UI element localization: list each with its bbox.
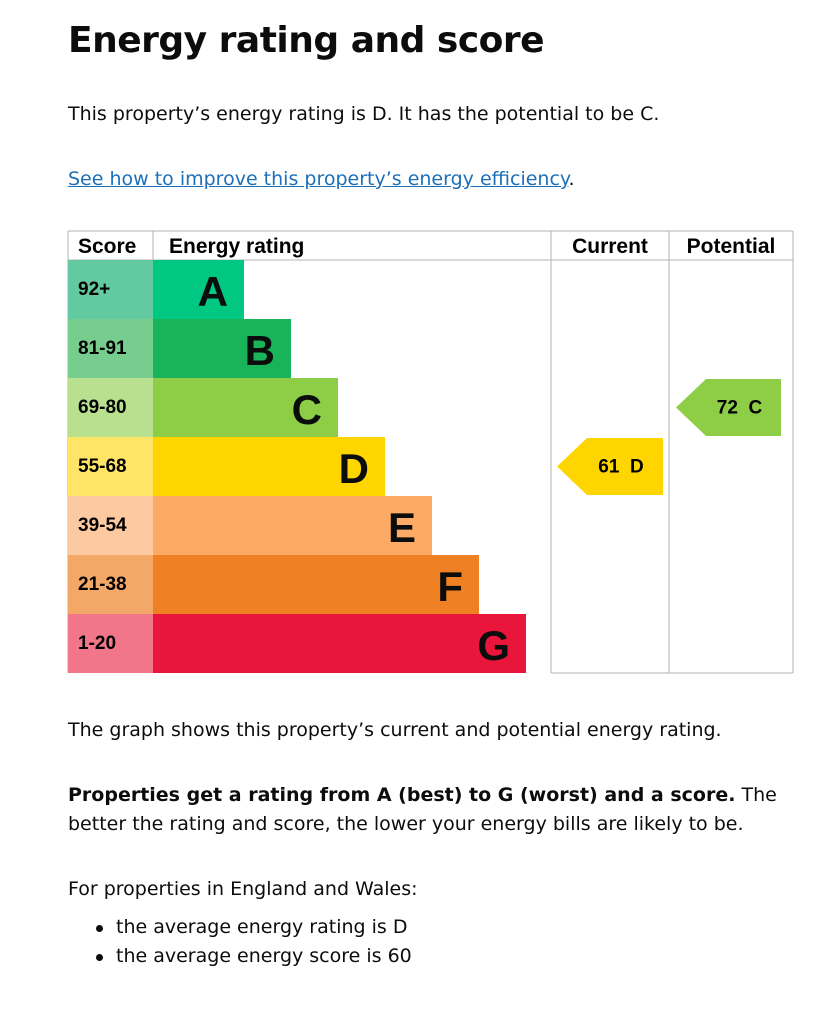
rating-bar — [153, 496, 432, 555]
rating-gap — [738, 397, 749, 418]
band-letter: D — [339, 445, 369, 492]
intro: This property’s energy rating is D. It h… — [68, 103, 660, 125]
band-letter: B — [245, 327, 275, 374]
rating-bar — [153, 614, 526, 673]
rating-bar — [153, 378, 338, 437]
rating-score: 61 — [598, 456, 620, 477]
rating-bar — [153, 319, 291, 378]
column-header: Current — [572, 235, 648, 258]
bullet: the average energy score is 60 — [96, 942, 825, 971]
band-score: 39-54 — [78, 515, 127, 536]
improve-link[interactable]: See how to improve this property’s energ… — [68, 168, 569, 190]
column-header: Potential — [687, 235, 776, 258]
averages-list: the average energy rating is D the avera… — [68, 913, 825, 971]
score-cell — [68, 319, 153, 378]
band-letter: A — [198, 268, 228, 315]
rating-gap — [619, 456, 630, 477]
rating-score: 72 — [717, 397, 738, 418]
column-header: Energy rating — [169, 235, 304, 258]
rating-label: 72 C — [717, 397, 763, 418]
band-letter: C — [292, 386, 322, 433]
rating-table: Score Energy rating Current Potential 92+ A 81… — [67, 230, 794, 674]
explanation: Properties get a rating from A (best) to… — [68, 781, 798, 839]
score-cell — [68, 496, 153, 555]
explanation-bold: Properties get a rating from A (best) to… — [68, 784, 736, 806]
bullet: the average energy rating is D — [96, 913, 825, 942]
rating-bar — [153, 260, 244, 319]
score-cell — [68, 437, 153, 496]
score-cell — [68, 260, 153, 319]
band-score: 21-38 — [78, 574, 127, 595]
score-cell — [68, 378, 153, 437]
link-line: See how to improve this property’s energ… — [68, 165, 798, 194]
band-letter: E — [388, 504, 416, 551]
band-score: 69-80 — [78, 397, 127, 418]
current-rating: 61 D — [557, 438, 663, 495]
rating-bar — [153, 437, 385, 496]
rating-arrow — [557, 438, 663, 495]
link-suffix: . — [568, 168, 575, 190]
band-score: 55-68 — [78, 456, 127, 477]
column-header: Score — [78, 235, 136, 258]
band-score: 81-91 — [78, 338, 127, 359]
rating-label: 61 D — [598, 456, 643, 477]
rating-letter: C — [748, 397, 762, 418]
rating-bar — [153, 555, 479, 614]
graph-note: The graph shows this property’s current … — [68, 719, 722, 741]
band-letter: G — [477, 622, 510, 669]
rating-arrow — [676, 379, 781, 436]
band-score: 1-20 — [78, 633, 116, 654]
heading: Energy rating and score — [68, 20, 545, 61]
band-letter: F — [437, 563, 463, 610]
averages-intro: For properties in England and Wales: — [68, 878, 418, 900]
score-cell — [68, 614, 153, 673]
potential-rating: 72 C — [676, 379, 781, 436]
band-score: 92+ — [78, 279, 110, 300]
score-cell — [68, 555, 153, 614]
explanation-rest: The better the rating and score, the low… — [68, 784, 777, 835]
rating-letter: D — [630, 456, 644, 477]
